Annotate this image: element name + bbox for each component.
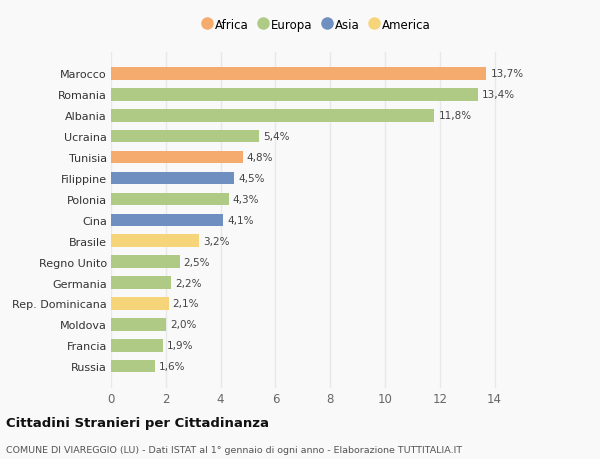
Text: 2,5%: 2,5%	[184, 257, 210, 267]
Bar	[111, 172, 235, 185]
Text: 13,4%: 13,4%	[482, 90, 515, 100]
Bar	[111, 339, 163, 352]
Text: 2,1%: 2,1%	[173, 299, 199, 309]
Text: 1,6%: 1,6%	[159, 361, 185, 371]
Bar	[111, 131, 259, 143]
Bar	[111, 193, 229, 206]
Bar	[111, 360, 155, 373]
Text: 4,1%: 4,1%	[227, 215, 254, 225]
Text: 11,8%: 11,8%	[439, 111, 472, 121]
Bar	[111, 256, 179, 269]
Text: 3,2%: 3,2%	[203, 236, 229, 246]
Text: 2,2%: 2,2%	[175, 278, 202, 288]
Bar	[111, 68, 487, 80]
Text: 5,4%: 5,4%	[263, 132, 290, 142]
Bar	[111, 110, 434, 122]
Text: 1,9%: 1,9%	[167, 341, 194, 351]
Text: Cittadini Stranieri per Cittadinanza: Cittadini Stranieri per Cittadinanza	[6, 416, 269, 429]
Bar	[111, 89, 478, 101]
Bar	[111, 235, 199, 247]
Text: 2,0%: 2,0%	[170, 319, 196, 330]
Bar	[111, 277, 171, 289]
Legend: Africa, Europa, Asia, America: Africa, Europa, Asia, America	[202, 18, 431, 31]
Bar	[111, 214, 223, 227]
Text: 4,5%: 4,5%	[238, 174, 265, 184]
Bar	[111, 319, 166, 331]
Text: 13,7%: 13,7%	[490, 69, 524, 79]
Text: 4,3%: 4,3%	[233, 195, 259, 204]
Text: 4,8%: 4,8%	[247, 153, 273, 163]
Bar	[111, 297, 169, 310]
Bar	[111, 151, 242, 164]
Text: COMUNE DI VIAREGGIO (LU) - Dati ISTAT al 1° gennaio di ogni anno - Elaborazione : COMUNE DI VIAREGGIO (LU) - Dati ISTAT al…	[6, 445, 462, 454]
